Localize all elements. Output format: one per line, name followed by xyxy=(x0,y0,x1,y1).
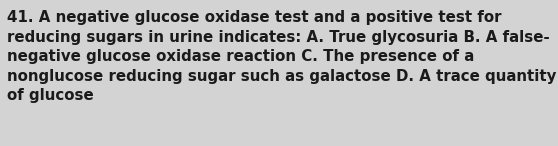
Text: 41. A negative glucose oxidase test and a positive test for
reducing sugars in u: 41. A negative glucose oxidase test and … xyxy=(7,10,556,104)
